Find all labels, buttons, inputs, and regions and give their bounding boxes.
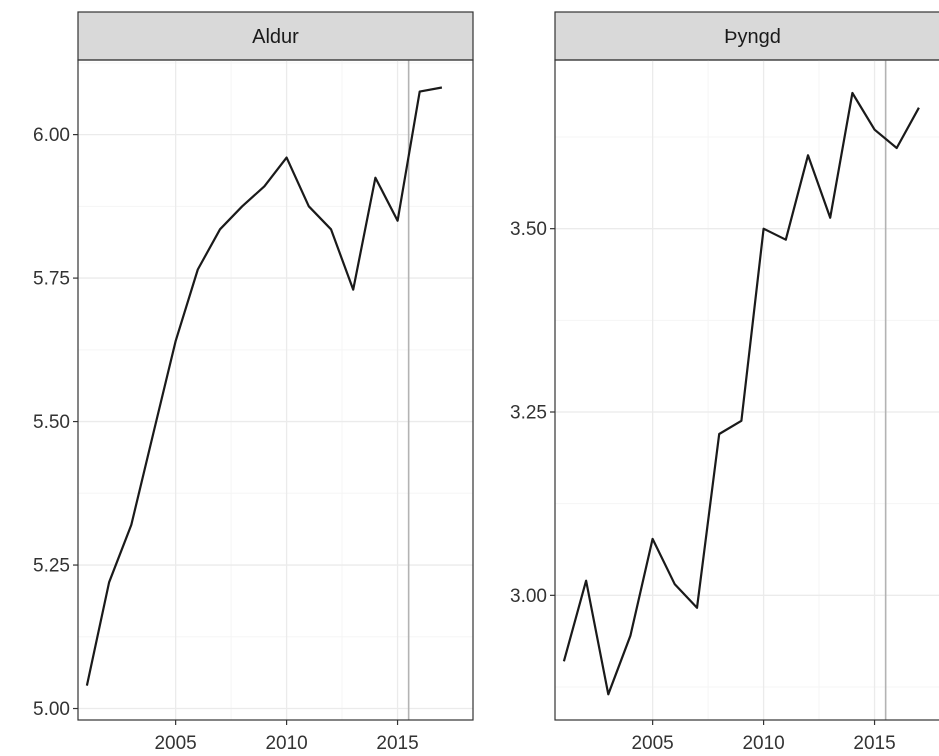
y-axis-aldur: 5.00 5.25 5.50 5.75 6.00	[33, 125, 78, 720]
panel-border-thyngd	[554, 59, 939, 721]
y-tick-label: 3.25	[510, 403, 547, 424]
grid-thyngd	[555, 60, 939, 720]
x-tick-label: 2005	[154, 733, 196, 754]
strip-label-aldur: Aldur	[252, 26, 299, 48]
series-line-thyngd	[562, 91, 920, 696]
strip-label-thyngd: Þyngd	[724, 26, 781, 48]
y-tick-label: 3.00	[510, 586, 547, 607]
x-tick-label: 2005	[631, 733, 673, 754]
y-tick-label: 3.50	[510, 219, 547, 240]
x-tick-label: 2015	[853, 733, 895, 754]
panel-thyngd: Þyngd 3.00 3.25 3.50 2005 2010 2015	[510, 11, 939, 754]
series-line-aldur	[85, 86, 443, 686]
strip-aldur	[77, 11, 474, 61]
x-tick-label: 2010	[742, 733, 784, 754]
y-tick-label: 6.00	[33, 125, 70, 146]
y-tick-label: 5.25	[33, 556, 70, 577]
x-tick-label: 2015	[376, 733, 418, 754]
grid-aldur	[78, 60, 473, 720]
x-axis-aldur: 2005 2010 2015	[154, 720, 419, 754]
x-tick-label: 2010	[265, 733, 307, 754]
y-axis-thyngd: 3.00 3.25 3.50	[510, 219, 555, 607]
y-tick-label: 5.50	[33, 412, 70, 433]
y-tick-label: 5.00	[33, 699, 70, 720]
panel-aldur: Aldur 5.00 5.25 5.50 5.75 6.00 2005 2010 2015	[33, 11, 474, 754]
y-tick-label: 5.75	[33, 269, 70, 290]
series-line-aldur	[85, 86, 443, 686]
x-axis-thyngd: 2005 2010 2015	[631, 720, 896, 754]
panel-border-aldur	[77, 59, 474, 721]
series-line-thyngd	[562, 91, 920, 696]
strip-thyngd	[554, 11, 939, 61]
